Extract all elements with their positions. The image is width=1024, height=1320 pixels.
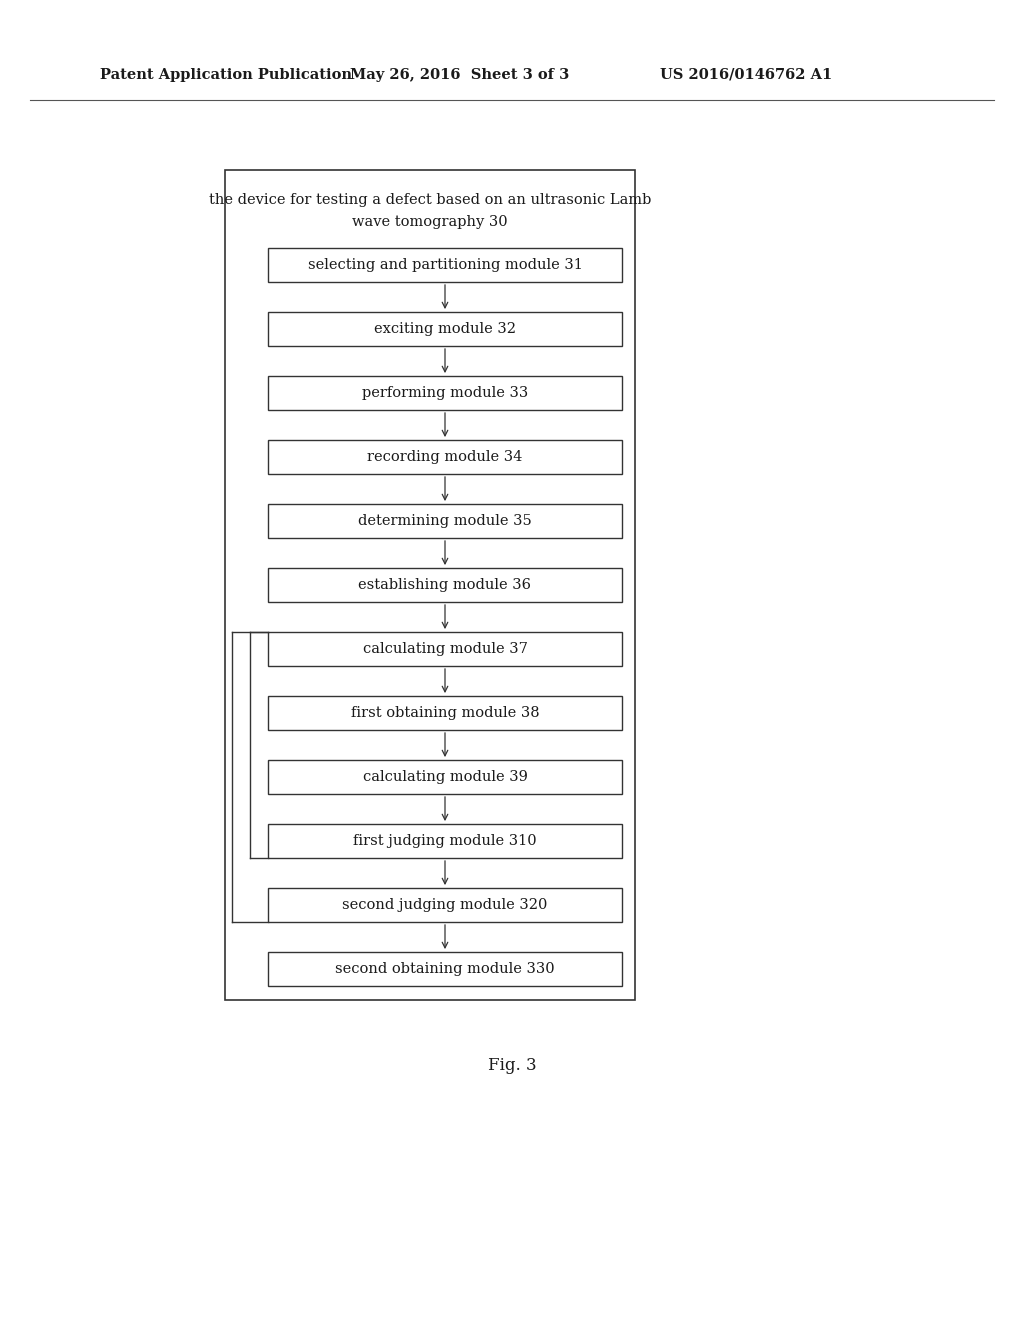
Text: performing module 33: performing module 33: [361, 385, 528, 400]
Bar: [225, 170, 635, 1001]
Bar: [268, 504, 622, 539]
Bar: [268, 760, 622, 795]
Bar: [268, 952, 622, 986]
Text: second judging module 320: second judging module 320: [342, 898, 548, 912]
Bar: [268, 824, 622, 858]
Text: wave tomography 30: wave tomography 30: [352, 215, 508, 228]
Text: establishing module 36: establishing module 36: [358, 578, 531, 591]
Text: Fig. 3: Fig. 3: [487, 1056, 537, 1073]
Text: May 26, 2016  Sheet 3 of 3: May 26, 2016 Sheet 3 of 3: [350, 69, 569, 82]
Text: calculating module 37: calculating module 37: [362, 642, 527, 656]
Text: recording module 34: recording module 34: [368, 450, 522, 465]
Bar: [268, 568, 622, 602]
Text: selecting and partitioning module 31: selecting and partitioning module 31: [307, 257, 583, 272]
Bar: [268, 632, 622, 667]
Bar: [268, 312, 622, 346]
Text: Patent Application Publication: Patent Application Publication: [100, 69, 352, 82]
Text: determining module 35: determining module 35: [358, 513, 531, 528]
Bar: [268, 696, 622, 730]
Text: second obtaining module 330: second obtaining module 330: [335, 962, 555, 975]
Text: US 2016/0146762 A1: US 2016/0146762 A1: [660, 69, 833, 82]
Bar: [268, 376, 622, 411]
Text: the device for testing a defect based on an ultrasonic Lamb: the device for testing a defect based on…: [209, 193, 651, 207]
Text: first judging module 310: first judging module 310: [353, 834, 537, 847]
Bar: [268, 248, 622, 282]
Bar: [268, 440, 622, 474]
Bar: [268, 888, 622, 921]
Text: first obtaining module 38: first obtaining module 38: [350, 706, 540, 719]
Text: calculating module 39: calculating module 39: [362, 770, 527, 784]
Text: exciting module 32: exciting module 32: [374, 322, 516, 337]
